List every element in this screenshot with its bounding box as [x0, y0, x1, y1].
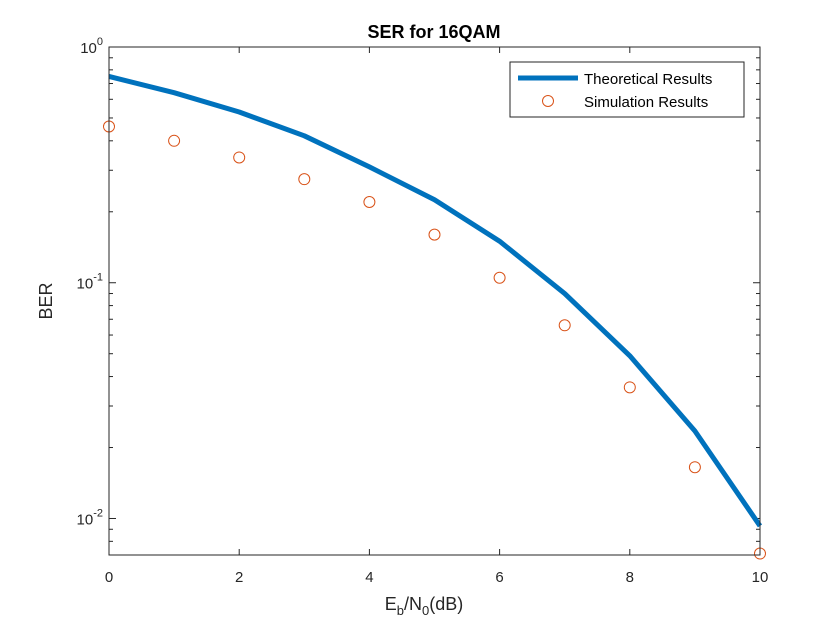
series-point-1	[168, 134, 181, 147]
series-layer	[103, 74, 766, 560]
series-line-0	[108, 74, 763, 528]
chart-title: SER for 16QAM	[367, 22, 500, 42]
plot-area	[109, 47, 760, 555]
x-tick-label: 2	[235, 569, 243, 586]
series-point-1	[363, 196, 376, 209]
y-tick-label: 100	[80, 36, 103, 57]
legend-swatch-simulation	[542, 95, 554, 107]
series-point-1	[688, 461, 701, 474]
series-point-1	[233, 151, 246, 164]
x-tick-label: 10	[752, 569, 769, 586]
series-point-1	[428, 228, 441, 241]
legend: Theoretical Results Simulation Results	[509, 61, 745, 118]
x-tick-label: 8	[626, 569, 634, 586]
y-tick-labels: 100 10-1 10-2	[77, 36, 103, 528]
y-tick-label: 10-2	[77, 507, 103, 528]
x-tick-label: 6	[495, 569, 503, 586]
series-point-1	[558, 319, 571, 332]
series-point-1	[493, 271, 506, 284]
x-tick-labels: 0 2 4 6 8 10	[105, 569, 769, 586]
series-point-1	[298, 173, 311, 186]
series-point-1	[623, 381, 636, 394]
plot-frame	[108, 46, 761, 556]
x-tick-label: 0	[105, 569, 113, 586]
x-axis-title: Eb/N0(dB)	[385, 594, 464, 618]
legend-label-theoretical: Theoretical Results	[584, 71, 712, 88]
legend-label-simulation: Simulation Results	[584, 94, 708, 111]
y-tick-label: 10-1	[77, 272, 103, 293]
y-axis-title: BER	[36, 282, 56, 319]
legend-box	[509, 61, 745, 118]
x-tick-label: 4	[365, 569, 373, 586]
